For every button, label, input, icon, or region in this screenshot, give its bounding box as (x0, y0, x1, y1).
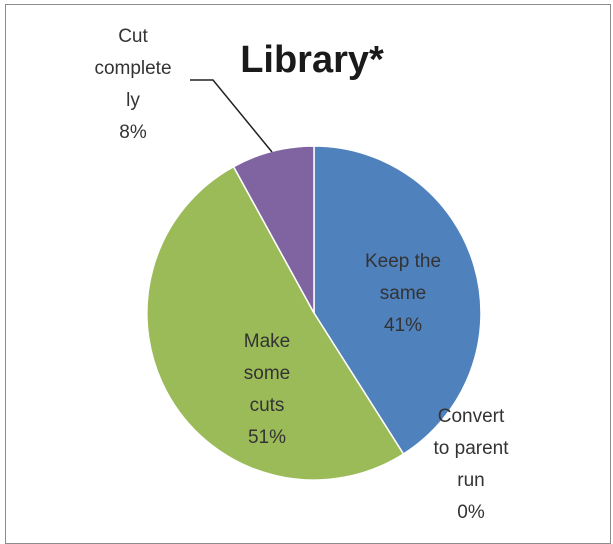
slice-label-3-line-0: Cut (118, 26, 148, 47)
leader-line-3 (190, 79, 273, 153)
slice-label-1-line-2: run (457, 470, 484, 491)
pie-slice-3 (232, 145, 315, 314)
slice-label-2-line-2: cuts (250, 395, 285, 416)
slice-label-0-line-2: 41% (384, 315, 422, 336)
slice-label-0-line-0: Keep the (365, 251, 441, 272)
slice-label-3-line-2: ly (126, 90, 140, 111)
slice-label-3-line-3: 8% (119, 122, 147, 143)
pie-slice-0 (313, 145, 482, 456)
slice-label-2-line-0: Make (244, 331, 290, 352)
chart-title: Library* (240, 39, 384, 81)
slice-label-1-line-3: 0% (457, 502, 485, 523)
slice-label-2-line-1: some (244, 363, 290, 384)
slice-label-1-line-1: to parent (434, 438, 510, 459)
pie-slice-2 (146, 165, 405, 481)
pie-slices (146, 145, 482, 481)
slice-label-0-line-1: same (380, 283, 426, 304)
slice-labels: Keep the same 41% Convert to parent run 0% Make… (94, 26, 509, 523)
slice-label-2-line-3: 51% (248, 427, 286, 448)
slice-label-1-line-0: Convert (438, 406, 505, 427)
slice-label-3-line-1: complete (94, 58, 171, 79)
